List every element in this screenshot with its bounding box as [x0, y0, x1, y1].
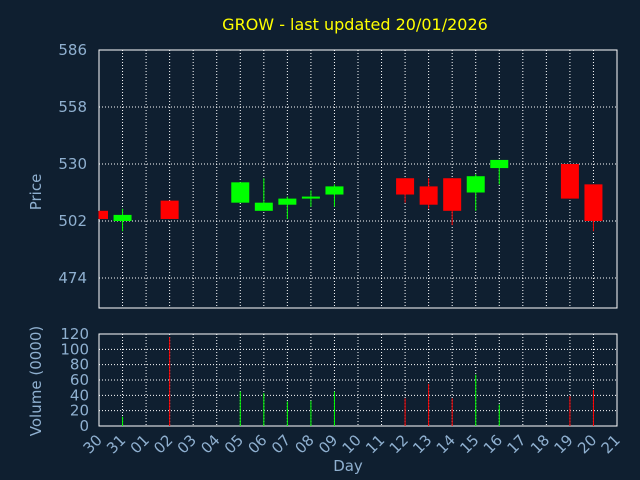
- candle-body: [113, 214, 132, 221]
- candle-body: [231, 182, 250, 203]
- volume-tick-label: 20: [70, 402, 89, 420]
- candles-layer: [98, 159, 603, 232]
- chart-title: GROW - last updated 20/01/2026: [222, 15, 488, 34]
- volume-tick-label: 120: [60, 325, 89, 343]
- volume-tick-label: 80: [70, 356, 89, 374]
- axes-layer: 4745025305585860204060801001203031010203…: [58, 41, 623, 457]
- x-tick-label: 02: [150, 431, 176, 457]
- x-tick-label: 11: [362, 431, 388, 457]
- candle-body: [584, 184, 603, 221]
- candle-body: [466, 176, 485, 193]
- price-tick-label: 502: [58, 212, 87, 230]
- x-tick-label: 06: [244, 431, 270, 457]
- price-grid: [98, 49, 618, 309]
- x-tick-label: 21: [598, 431, 624, 457]
- volume-tick-label: 40: [70, 386, 89, 404]
- price-axis-label: Price: [27, 174, 45, 211]
- volume-axis-label: Volume (0000): [27, 326, 45, 436]
- volume-grid: [98, 333, 618, 427]
- candle-body: [490, 159, 509, 169]
- candle-body: [254, 202, 273, 211]
- candle-body: [443, 178, 462, 211]
- x-tick-label: 19: [551, 431, 577, 457]
- candle-body: [419, 186, 438, 205]
- price-tick-label: 586: [58, 41, 87, 59]
- x-tick-label: 03: [174, 431, 200, 457]
- x-tick-label: 10: [339, 431, 365, 457]
- volume-bars-layer: [122, 337, 594, 426]
- candle-body: [396, 178, 415, 195]
- x-tick-label: 08: [292, 431, 318, 457]
- volume-tick-label: 60: [70, 371, 89, 389]
- candle-body: [99, 210, 108, 219]
- volume-tick-label: 0: [79, 417, 89, 435]
- price-tick-label: 474: [58, 269, 87, 287]
- x-tick-label: 04: [197, 431, 223, 457]
- volume-tick-label: 100: [60, 340, 89, 358]
- x-tick-label: 18: [527, 431, 553, 457]
- x-tick-label: 17: [503, 431, 529, 457]
- candle-body: [560, 164, 579, 199]
- candle-body: [325, 186, 344, 195]
- price-tick-label: 530: [58, 155, 87, 173]
- x-tick-label: 12: [386, 431, 412, 457]
- x-tick-label: 31: [103, 431, 129, 457]
- x-tick-label: 20: [574, 431, 600, 457]
- x-tick-label: 09: [315, 431, 341, 457]
- x-tick-label: 13: [409, 431, 435, 457]
- x-tick-label: 14: [433, 431, 459, 457]
- x-tick-label: 07: [268, 431, 294, 457]
- price-tick-label: 558: [58, 98, 87, 116]
- x-tick-label: 15: [456, 431, 482, 457]
- x-tick-label: 16: [480, 431, 506, 457]
- candle-body: [301, 196, 320, 199]
- x-tick-label: 05: [221, 431, 247, 457]
- candle-body: [278, 198, 297, 205]
- candle-body: [160, 200, 179, 219]
- x-tick-label: 01: [127, 431, 153, 457]
- x-tick-label: 30: [80, 431, 106, 457]
- x-axis-label: Day: [333, 457, 363, 475]
